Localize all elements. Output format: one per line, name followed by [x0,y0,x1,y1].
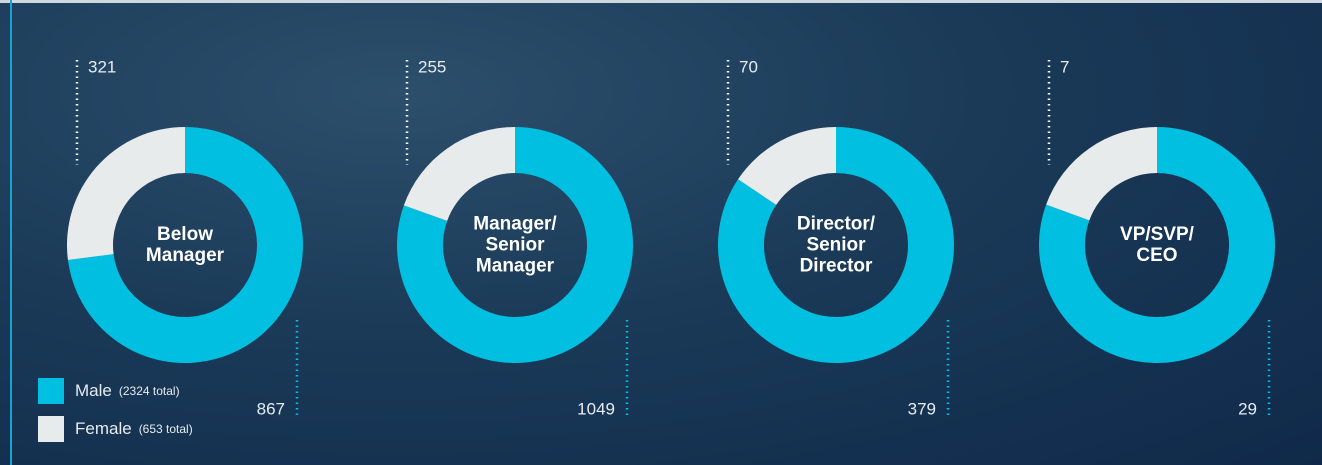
donut-segment [397,127,633,363]
value-label: 867 [257,399,285,418]
value-label: 321 [88,57,116,76]
donut-segment [718,127,955,364]
donut-title: Manager/ Senior Manager [473,213,557,277]
legend-label: Male (2324 total) [75,381,180,400]
donut-title: Director/ Senior Director [796,213,876,277]
legend-total: (2324 total) [119,384,180,398]
legend-swatch [38,416,64,442]
donut-title: Below Manager [145,224,225,266]
donut-segment [403,126,515,221]
legend-swatch [38,378,64,404]
value-label: 255 [418,57,446,76]
top-border [0,0,1322,3]
value-label: 1049 [577,399,615,418]
donut-segment [67,127,304,363]
donut-segment [67,127,185,260]
legend-total: (653 total) [139,422,193,436]
legend-name: Female [75,419,132,438]
legend-name: Male [75,381,112,400]
donut-segment [738,127,836,205]
side-border [10,0,12,465]
value-label: 70 [739,57,758,76]
value-label: 7 [1060,57,1069,76]
value-label: 379 [908,399,936,418]
legend-label: Female (653 total) [75,419,193,438]
donut-segment [1039,127,1275,363]
value-label: 29 [1238,399,1257,418]
donut-title: VP/SVP/ CEO [1120,224,1194,266]
donut-segment [1046,126,1157,221]
